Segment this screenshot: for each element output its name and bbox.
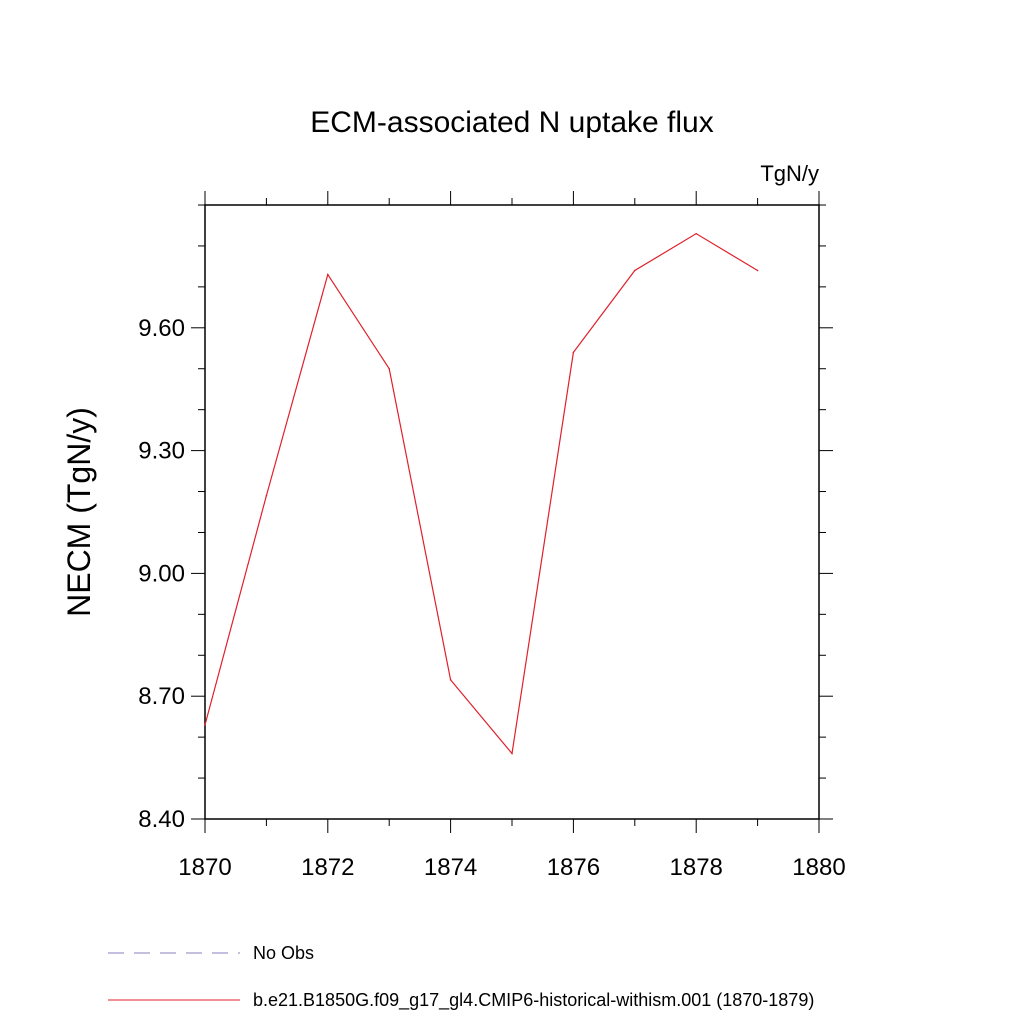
y-tick-label: 8.40 bbox=[138, 806, 185, 833]
series-group bbox=[204, 232, 759, 755]
legend-label: No Obs bbox=[253, 943, 314, 963]
x-tick-label: 1874 bbox=[424, 854, 477, 881]
y-tick-label: 9.00 bbox=[138, 560, 185, 587]
data-point bbox=[265, 494, 268, 497]
x-axis-ticks: 1870 1872 1874 1876 1878 1880 bbox=[178, 191, 846, 881]
data-point bbox=[695, 232, 697, 235]
y-tick-label: 8.70 bbox=[138, 683, 185, 710]
x-tick-label: 1876 bbox=[547, 854, 600, 881]
series-line bbox=[204, 232, 758, 755]
data-point bbox=[204, 724, 206, 726]
data-point bbox=[634, 269, 636, 272]
x-tick-label: 1870 bbox=[178, 854, 231, 881]
data-point bbox=[572, 351, 575, 354]
y-axis-label: NECM (TgN/y) bbox=[61, 407, 97, 617]
units-label: TgN/y bbox=[760, 161, 819, 186]
x-tick-label: 1872 bbox=[301, 854, 354, 881]
plot-frame bbox=[204, 204, 820, 820]
y-tick-label: 9.30 bbox=[138, 438, 185, 465]
y-axis-ticks: 8.40 8.70 9.00 9.30 9.60 bbox=[138, 204, 833, 833]
data-point bbox=[449, 679, 452, 681]
legend-label: b.e21.B1850G.f09_g17_gl4.CMIP6-historica… bbox=[253, 990, 814, 1011]
data-point bbox=[756, 269, 759, 272]
data-point bbox=[327, 273, 329, 276]
legend: No Obs b.e21.B1850G.f09_g17_gl4.CMIP6-his… bbox=[108, 943, 814, 1011]
data-point bbox=[511, 752, 513, 755]
data-point bbox=[388, 367, 391, 370]
chart-title: ECM-associated N uptake flux bbox=[310, 106, 714, 139]
x-tick-label: 1880 bbox=[792, 854, 845, 881]
x-tick-label: 1878 bbox=[670, 854, 723, 881]
y-tick-label: 9.60 bbox=[138, 315, 185, 342]
